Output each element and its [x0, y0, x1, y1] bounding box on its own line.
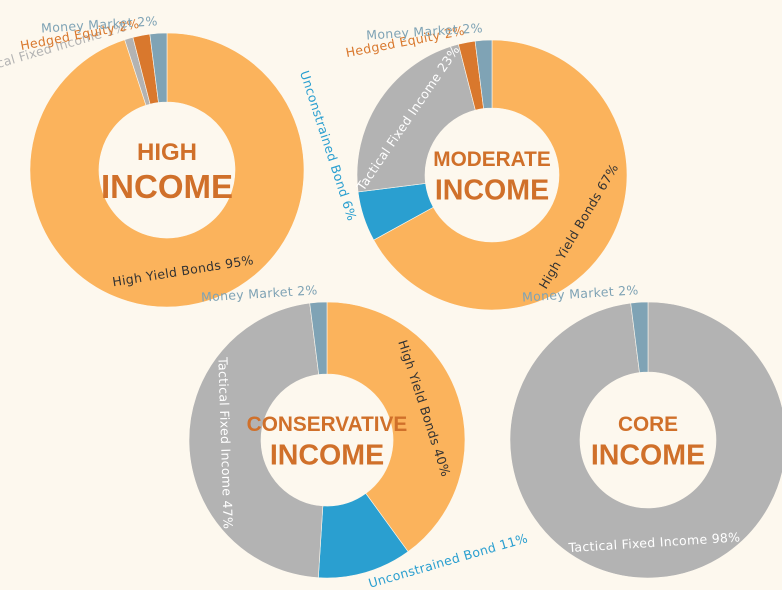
donut-segment: [373, 39, 628, 311]
segment-name: Money Market: [201, 283, 294, 304]
segment-value: 2%: [618, 282, 639, 298]
segment-value: 98%: [711, 529, 741, 546]
segment-label: Money Market 2%: [201, 282, 318, 304]
donut-segment: [309, 301, 328, 375]
segment-value: 2%: [297, 282, 318, 298]
segment-value: 47%: [220, 500, 236, 529]
segment-name: Money Market: [41, 14, 134, 35]
donut-segment: [509, 301, 782, 579]
segment-value: 2%: [462, 20, 483, 36]
segment-label: Money Market 2%: [522, 282, 639, 304]
center-title: CONSERVATIVE: [247, 413, 408, 436]
center-title: INCOME: [101, 168, 233, 205]
center-title: MODERATE: [433, 148, 551, 171]
donut-segment: [188, 302, 324, 579]
segment-name: Money Market: [522, 283, 615, 304]
segment-name: Money Market: [366, 21, 459, 42]
segment-value: 2%: [443, 22, 466, 41]
segment-value: 1%: [103, 19, 127, 39]
segment-label: Money Market 2%: [41, 13, 158, 35]
segment-value: 2%: [137, 13, 158, 29]
segment-value: 6%: [340, 198, 361, 222]
center-title: HIGH: [137, 139, 197, 166]
donut-segment: [29, 32, 305, 308]
center-title: INCOME: [591, 439, 705, 471]
center-title: CORE: [618, 413, 678, 436]
segment-value: 95%: [224, 252, 255, 271]
donut-segment: [356, 43, 476, 193]
segment-name: Tactical Fixed Income: [216, 356, 235, 497]
donut-segment: [474, 39, 493, 109]
center-title: INCOME: [270, 439, 384, 471]
center-title: INCOME: [435, 174, 549, 206]
segment-label: Money Market 2%: [366, 20, 483, 42]
donut-segment: [630, 301, 649, 373]
segment-label: Tactical Fixed Income 47%: [216, 356, 236, 529]
donut-segment: [326, 301, 466, 553]
donut-segment: [149, 32, 168, 103]
segment-value: 2%: [117, 15, 140, 34]
segment-label: Unconstrained Bond 6%: [298, 69, 361, 223]
segment-value: 11%: [498, 530, 530, 552]
segment-name: Unconstrained Bond: [298, 69, 353, 199]
